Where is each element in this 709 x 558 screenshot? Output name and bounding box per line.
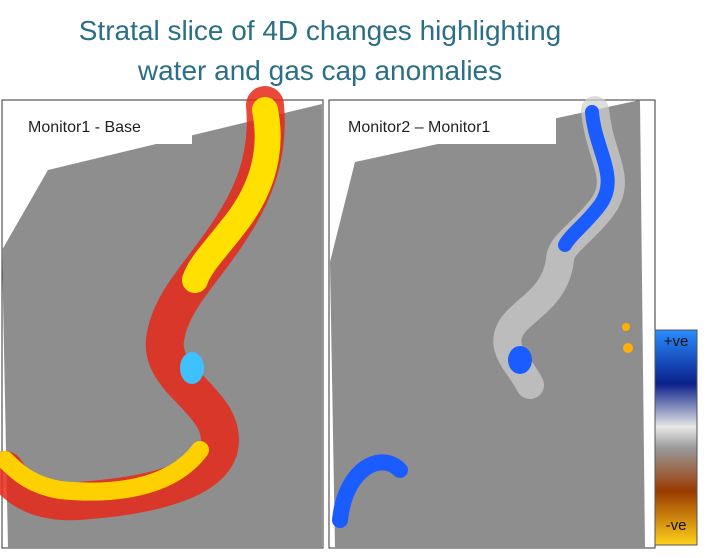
seismic-slice [330, 100, 645, 548]
anomaly-blue [332, 454, 408, 528]
anomaly-orange [623, 343, 633, 353]
colorbar-bottom-label: -ve [666, 517, 687, 534]
anomaly-blue [558, 105, 615, 252]
anomaly-yellow [0, 441, 209, 501]
panel-left: Monitor1 - Base [0, 86, 324, 549]
anomaly-blue [508, 346, 532, 374]
label-box [14, 108, 192, 144]
colorbar [654, 329, 698, 546]
label-box [336, 108, 556, 144]
colorbar-top-label: +ve [664, 333, 689, 350]
anomaly-orange [622, 323, 630, 331]
panel-label: Monitor1 - Base [28, 119, 141, 136]
anomaly-blue [180, 352, 204, 384]
panel-label: Monitor2 – Monitor1 [348, 119, 490, 136]
panel-right: Monitor2 – Monitor1 [328, 96, 656, 549]
anomaly-yellow [182, 97, 281, 293]
title-line: water and gas cap anomalies [137, 55, 502, 86]
title-line: Stratal slice of 4D changes highlighting [79, 15, 562, 46]
